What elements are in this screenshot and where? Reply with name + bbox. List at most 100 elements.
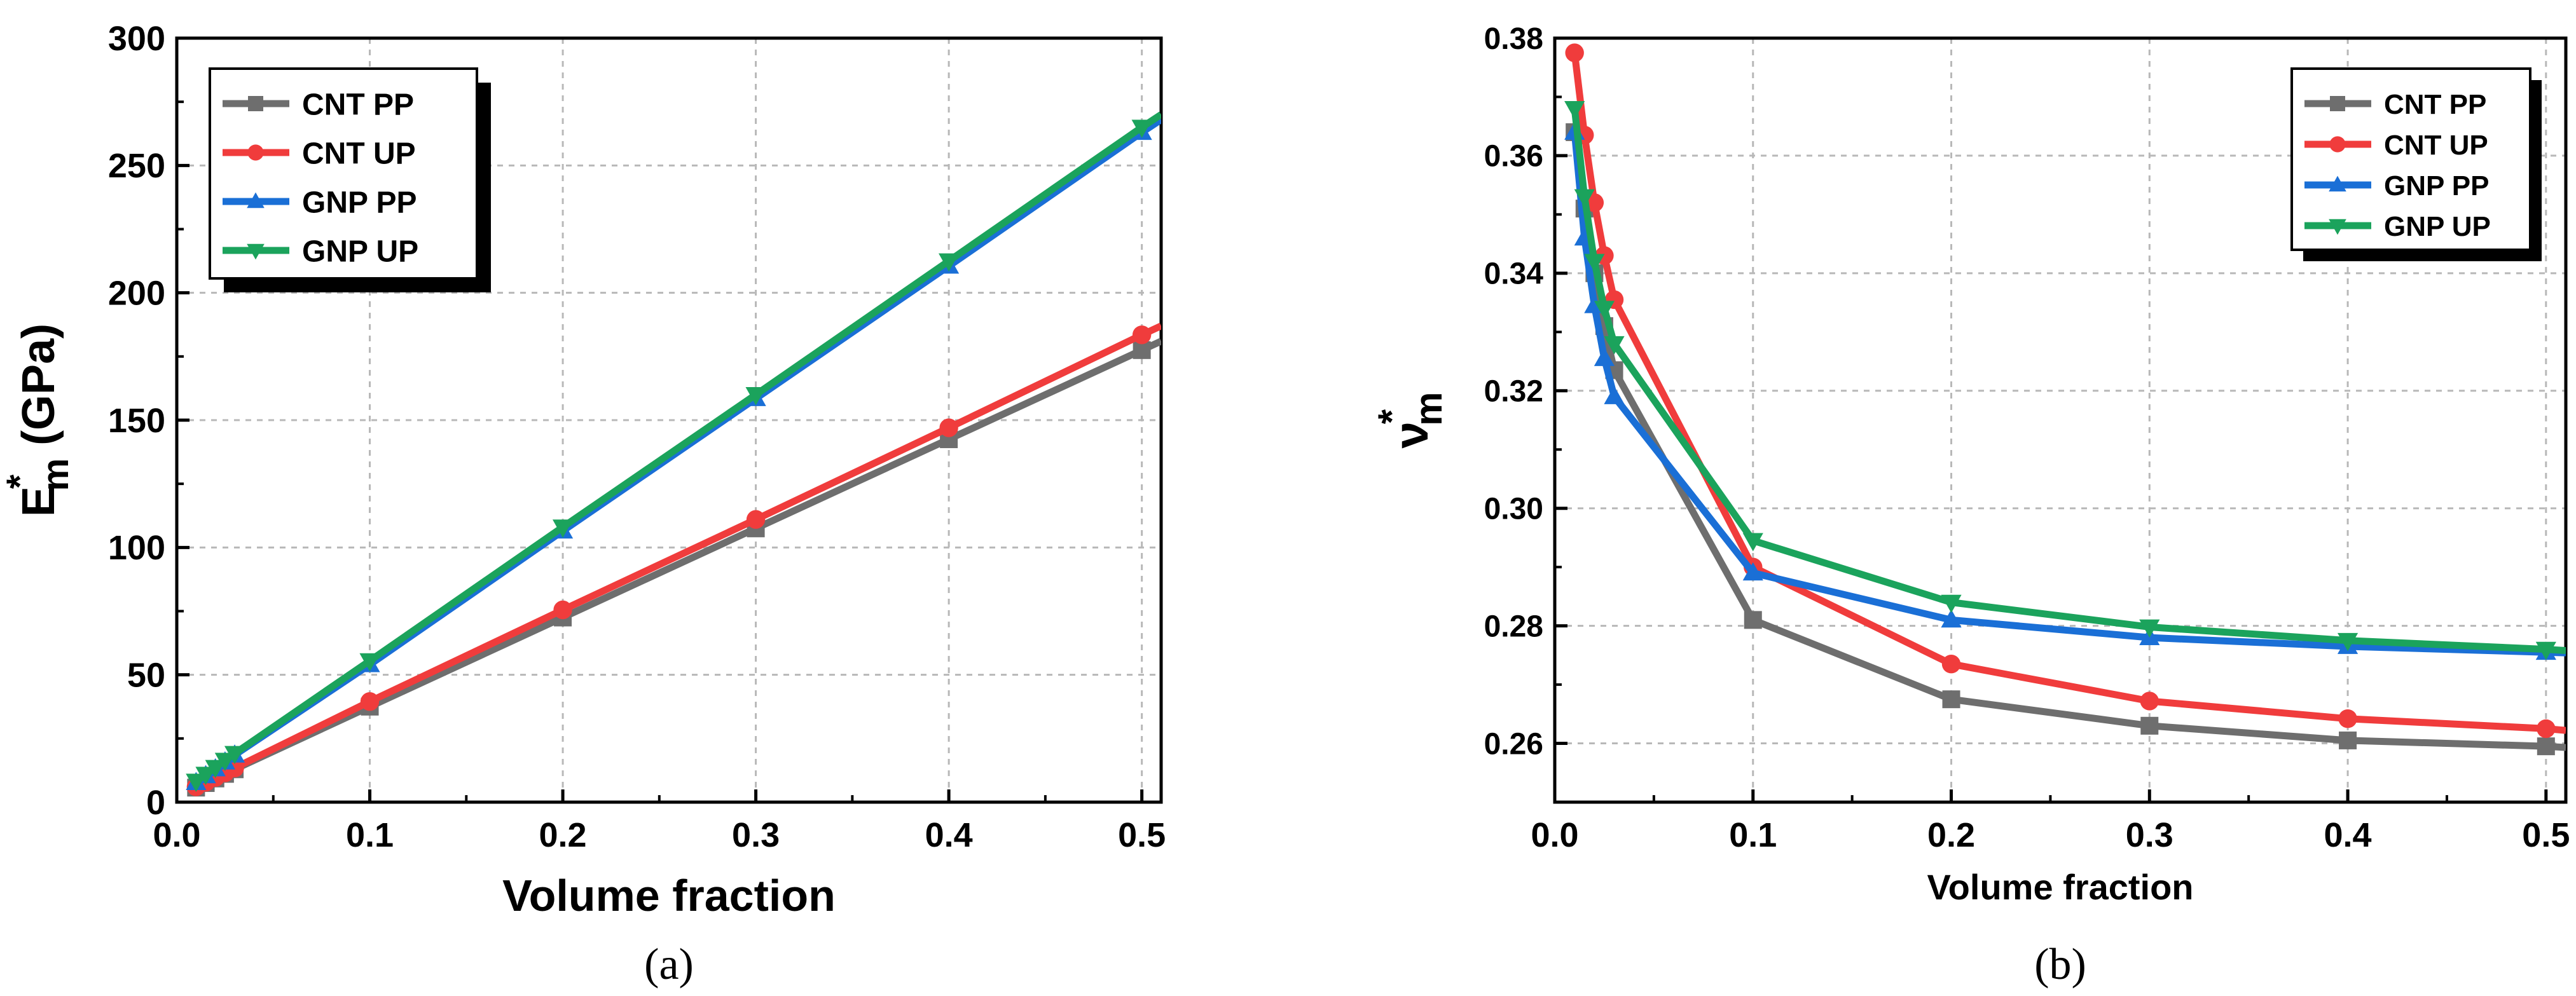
x-tick-label: 0.2: [539, 816, 587, 854]
chart-a: 0.0 0.1 0.2 0.3 0.4 0.5 0 50 100 150 200 250 300 Volu…: [0, 20, 1166, 989]
y-axis-subscript: m: [1407, 392, 1450, 426]
x-tick-label: 0.1: [1729, 816, 1777, 854]
axis-ticks: 0.0 0.1 0.2 0.3 0.4 0.5 0.26 0.28 0.30 0.32 0.34 0.…: [1484, 22, 2570, 854]
x-tick-label: 0.5: [2522, 816, 2570, 854]
y-tick-label: 0.28: [1484, 610, 1543, 643]
data-point: [939, 418, 958, 437]
x-tick-label: 0.1: [346, 816, 394, 854]
y-axis-title: E*m (GPa): [0, 324, 76, 517]
data-point: [214, 753, 235, 772]
grid-lines: [1555, 38, 2566, 802]
series-line: [194, 322, 1161, 790]
data-point: [1133, 341, 1151, 359]
data-point: [1941, 655, 1961, 674]
y-axis-title-text: E*m (GPa): [0, 324, 76, 517]
legend-marker: [2329, 175, 2346, 192]
data-point: [553, 600, 572, 620]
data-point: [939, 253, 960, 272]
x-tick-label: 0.3: [2126, 816, 2173, 854]
y-tick-label: 300: [108, 20, 165, 58]
legend-label: GNP PP: [2384, 170, 2489, 201]
data-point: [2339, 731, 2357, 749]
x-axis-title: Volume fraction: [502, 871, 836, 920]
x-tick-label: 0.0: [1531, 816, 1578, 854]
data-point: [1604, 386, 1625, 404]
y-tick-label: 0.26: [1484, 727, 1543, 761]
data-point: [224, 746, 245, 765]
data-point: [2537, 737, 2555, 756]
legend-label: CNT UP: [302, 137, 416, 170]
y-axis-superscript: *: [0, 474, 41, 489]
data-point: [1564, 101, 1585, 119]
legend-entry: GNP PP: [223, 186, 417, 219]
data-point: [1584, 254, 1605, 273]
x-tick-label: 0.2: [1927, 816, 1975, 854]
legend-entry: CNT PP: [223, 88, 414, 121]
plot-area: [1564, 43, 2566, 756]
data-point: [1604, 336, 1625, 355]
y-tick-label: 50: [127, 657, 165, 695]
data-point: [1742, 533, 1763, 552]
legend-marker: [2330, 96, 2345, 111]
y-tick-label: 250: [108, 147, 165, 185]
data-point: [1565, 43, 1584, 62]
data-point: [746, 510, 766, 529]
y-tick-label: 0.32: [1484, 375, 1543, 409]
series-gnp-up: [1564, 101, 2566, 660]
y-axis-title-text: ν*m: [1370, 392, 1450, 449]
y-tick-label: 100: [108, 529, 165, 567]
data-point: [186, 774, 207, 792]
data-point: [1941, 609, 1962, 628]
data-point: [1594, 301, 1615, 320]
plot-frame: [1553, 36, 2568, 804]
y-axis-symbol: E: [13, 486, 64, 517]
x-tick-label: 0.0: [153, 816, 200, 854]
legend-label: GNP PP: [302, 186, 417, 219]
data-point: [2139, 619, 2160, 638]
legend: CNT PP CNT UP GNP PP GNP UP: [2290, 67, 2542, 261]
data-point: [2338, 709, 2357, 728]
y-tick-label: 0.36: [1484, 140, 1543, 174]
y-tick-label: 0: [146, 784, 165, 822]
y-tick-label: 150: [108, 402, 165, 440]
legend-label: GNP UP: [302, 235, 418, 268]
legend-entry: CNT UP: [2304, 130, 2488, 161]
panel-label: (b): [2034, 940, 2086, 989]
panel-label: (a): [644, 940, 694, 989]
y-axis-superscript: *: [1370, 409, 1413, 424]
data-point: [1132, 325, 1152, 345]
plot-area: [186, 111, 1161, 797]
data-point: [1131, 119, 1152, 139]
y-tick-label: 200: [108, 275, 165, 313]
data-point: [360, 692, 380, 711]
legend-marker: [2329, 219, 2346, 235]
data-point: [1574, 189, 1595, 208]
x-tick-label: 0.4: [2324, 816, 2372, 854]
data-point: [2535, 641, 2556, 660]
data-point: [1742, 562, 1763, 581]
legend-entry: GNP UP: [223, 235, 418, 268]
data-point: [1594, 348, 1615, 366]
legend-entry: GNP PP: [2304, 170, 2489, 201]
legend-label: CNT PP: [2384, 89, 2486, 120]
data-point: [195, 767, 216, 786]
legend: CNT PP CNT UP GNP PP GNP UP: [209, 67, 491, 292]
data-point: [2537, 719, 2556, 739]
data-point: [2140, 692, 2159, 711]
series-cnt-pp: [187, 338, 1161, 797]
legend-marker: [247, 144, 264, 161]
y-axis-unit: (GPa): [13, 324, 64, 458]
series-line: [194, 338, 1161, 791]
series-gnp-up: [186, 111, 1161, 792]
y-tick-label: 0.38: [1484, 22, 1543, 56]
y-axis-symbol: ν: [1384, 421, 1438, 448]
data-point: [1942, 690, 1960, 709]
data-point: [2140, 716, 2159, 735]
data-point: [745, 387, 766, 406]
data-point: [359, 653, 380, 672]
legend-entry: GNP UP: [2304, 211, 2491, 242]
y-axis-subscript: m: [35, 458, 76, 491]
x-tick-label: 0.5: [1118, 816, 1166, 854]
legend-label: GNP UP: [2384, 211, 2491, 242]
